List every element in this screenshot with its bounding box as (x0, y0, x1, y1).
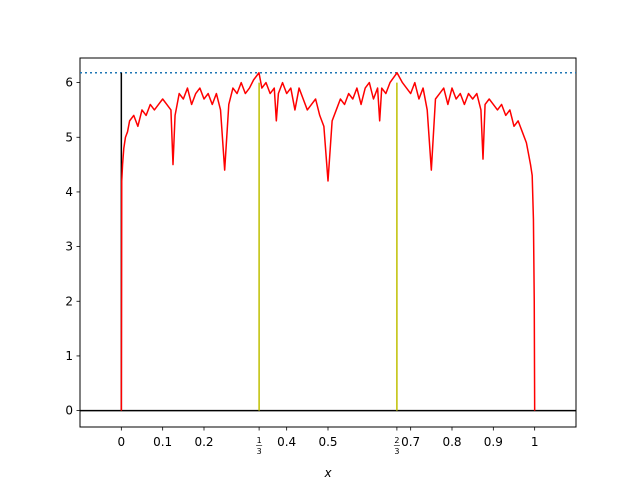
y-axis-ticks: 0 1 2 3 4 5 6 (65, 76, 80, 418)
x-tick-frac-num-3: 1 (257, 436, 262, 445)
x-tick-frac-den-6: 3 (394, 447, 399, 456)
x-tick-label-4: 0.4 (277, 435, 296, 449)
x-tick-label-0: 0 (118, 435, 126, 449)
plot-frame (80, 58, 576, 427)
y-tick-label-3: 3 (65, 240, 73, 254)
y-tick-label-1: 1 (65, 349, 73, 363)
series-layer (121, 73, 534, 411)
y-tick-label-4: 4 (65, 185, 73, 199)
y-tick-label-2: 2 (65, 294, 73, 308)
x-tick-label-9: 0.9 (484, 435, 503, 449)
x-tick-label-7: 0.7 (401, 435, 420, 449)
x-tick-frac-num-6: 2 (394, 436, 399, 445)
x-tick-label-10: 1 (531, 435, 539, 449)
y-tick-label-5: 5 (65, 130, 73, 144)
x-tick-frac-den-3: 3 (257, 447, 262, 456)
series-line-0 (121, 73, 534, 411)
x-axis-label: x (323, 466, 332, 480)
x-tick-label-1: 0.1 (153, 435, 172, 449)
x-axis-ticks: 0 0.1 0.2 130.4 0.5 230.7 0.8 0.9 1 (118, 427, 539, 456)
reference-hlines (80, 73, 576, 411)
x-tick-label-8: 0.8 (442, 435, 461, 449)
reference-vlines (121, 73, 397, 411)
x-tick-label-2: 0.2 (194, 435, 213, 449)
x-tick-label-5: 0.5 (318, 435, 337, 449)
y-tick-label-0: 0 (65, 404, 73, 418)
y-tick-label-6: 6 (65, 76, 73, 90)
